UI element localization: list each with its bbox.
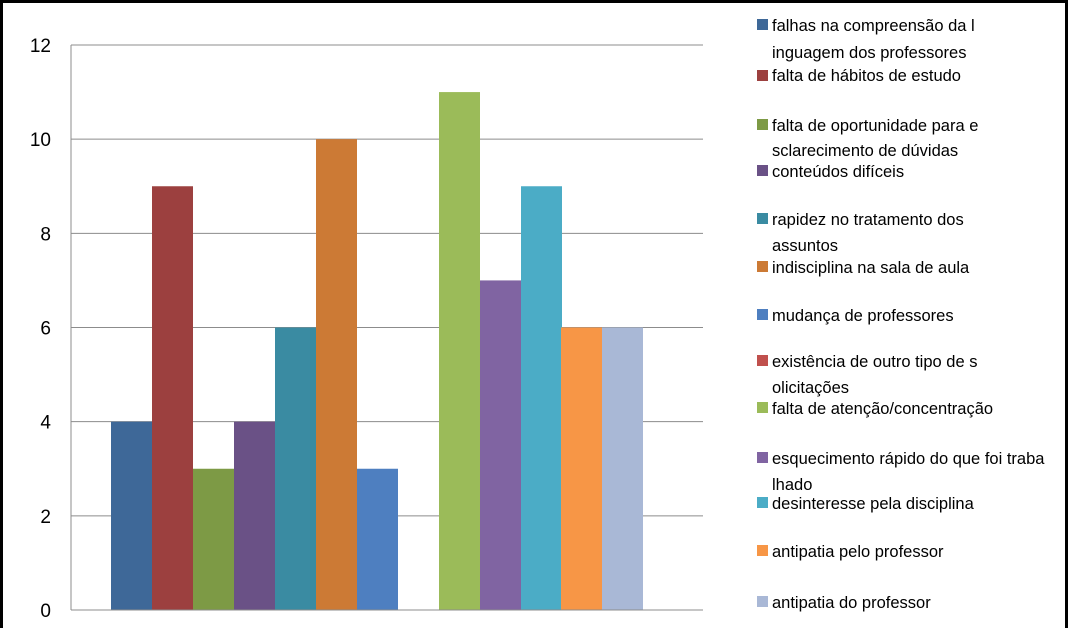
legend-swatch bbox=[757, 497, 768, 508]
bar bbox=[439, 92, 480, 611]
legend-swatch bbox=[757, 165, 768, 176]
bar bbox=[234, 421, 275, 610]
y-tick-label: 0 bbox=[40, 601, 51, 622]
bar bbox=[152, 186, 193, 610]
legend-swatch bbox=[757, 545, 768, 556]
y-tick-label: 10 bbox=[30, 130, 51, 151]
bar-chart: 0 2 4 6 8 10 12 falhas na compreensão da l ingu… bbox=[30, 17, 1045, 622]
legend-label: falta de atenção/concentração bbox=[772, 400, 993, 418]
legend-label: antipatia pelo professor bbox=[772, 543, 944, 561]
bar bbox=[111, 421, 152, 610]
legend-swatch bbox=[757, 70, 768, 81]
legend-swatch bbox=[757, 596, 768, 607]
legend-swatch bbox=[757, 355, 768, 366]
legend-label: antipatia do professor bbox=[772, 594, 931, 612]
legend-swatch bbox=[757, 213, 768, 224]
legend-label: esquecimento rápido do que foi traba lhad… bbox=[772, 450, 1045, 494]
bar bbox=[561, 327, 602, 610]
y-tick-labels: 0 2 4 6 8 10 12 bbox=[30, 36, 52, 622]
bar bbox=[193, 468, 234, 610]
y-tick-label: 4 bbox=[40, 413, 51, 434]
legend-label: indisciplina na sala de aula bbox=[772, 259, 970, 277]
legend-swatch bbox=[757, 309, 768, 320]
legend-label: desinteresse pela disciplina bbox=[772, 495, 975, 513]
legend-label: falta de oportunidade para e sclareciment… bbox=[772, 117, 978, 160]
axes bbox=[70, 45, 703, 611]
legend-label: rapidez no tratamento dos assuntos bbox=[772, 211, 964, 255]
bars bbox=[111, 92, 643, 611]
bar bbox=[480, 280, 521, 610]
legend: falhas na compreensão da l inguagem dos p… bbox=[757, 17, 1045, 612]
legend-swatch bbox=[757, 119, 768, 130]
legend-swatch bbox=[757, 261, 768, 272]
legend-swatch bbox=[757, 19, 768, 30]
legend-label: existência de outro tipo de s olicitações bbox=[772, 353, 977, 397]
bar bbox=[521, 186, 562, 610]
bar bbox=[357, 468, 398, 610]
bar bbox=[316, 139, 357, 610]
bar bbox=[602, 327, 643, 610]
legend-label: mudança de professores bbox=[772, 307, 954, 325]
legend-label: conteúdos difíceis bbox=[772, 163, 904, 181]
legend-label: falta de hábitos de estudo bbox=[772, 67, 961, 85]
legend-swatch bbox=[757, 402, 768, 413]
y-tick-label: 12 bbox=[30, 36, 51, 57]
y-tick-label: 8 bbox=[40, 224, 51, 245]
y-tick-label: 2 bbox=[40, 507, 51, 528]
legend-label: falhas na compreensão da l inguagem dos p… bbox=[772, 17, 975, 62]
legend-swatch bbox=[757, 452, 768, 463]
bar bbox=[275, 327, 316, 610]
y-tick-label: 6 bbox=[40, 319, 51, 340]
